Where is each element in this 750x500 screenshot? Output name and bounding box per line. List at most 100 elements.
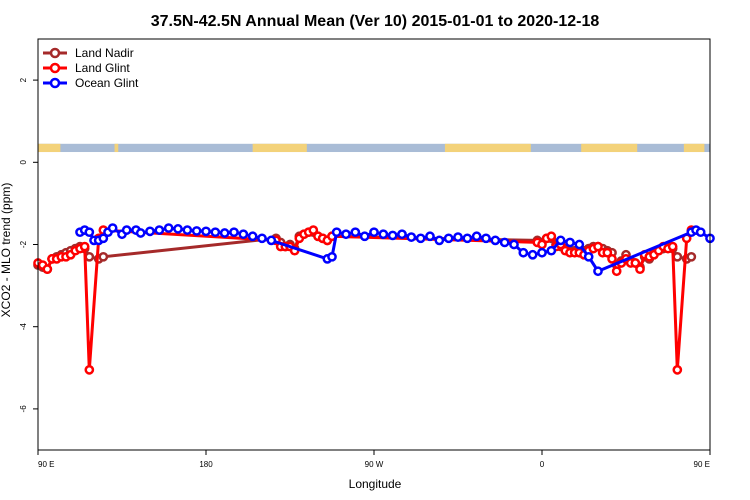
series-layer: [33, 223, 715, 375]
data-point: [574, 239, 585, 250]
data-point: [527, 249, 538, 260]
y-tick-label: 0: [19, 160, 28, 165]
data-point: [462, 233, 473, 244]
data-point: [546, 231, 557, 242]
data-point: [593, 241, 603, 252]
x-tick-label: 90 E: [694, 460, 710, 469]
data-point: [84, 227, 95, 238]
y-tick-label: -2: [19, 240, 28, 248]
data-point: [415, 233, 426, 244]
data-point: [42, 264, 53, 275]
data-point: [667, 241, 678, 252]
data-point: [341, 229, 351, 240]
data-point: [672, 251, 683, 262]
chart-title: 37.5N-42.5N Annual Mean (Ver 10) 2015-01…: [151, 13, 600, 30]
x-tick-label: 90 E: [38, 460, 54, 469]
y-tick-label: 2: [19, 77, 28, 82]
data-point: [331, 227, 342, 238]
data-point: [247, 231, 258, 242]
data-point: [518, 247, 529, 258]
data-point: [686, 251, 697, 262]
data-point: [611, 266, 622, 277]
data-point: [695, 227, 706, 238]
x-tick-label: 180: [199, 460, 213, 469]
data-point: [257, 233, 267, 244]
data-point: [327, 251, 337, 262]
data-point: [583, 251, 594, 262]
map-land: [114, 143, 119, 153]
data-point: [369, 227, 379, 238]
y-axis: 2 0 -2 -4 -6: [19, 77, 38, 412]
legend-label: Ocean Glint: [75, 76, 139, 90]
data-point: [350, 227, 361, 238]
data-point: [509, 239, 519, 250]
data-point: [481, 233, 491, 244]
data-point: [537, 247, 547, 258]
data-point: [266, 235, 277, 246]
data-point: [84, 365, 95, 375]
legend-marker: [49, 62, 61, 74]
map-ocean: [38, 143, 710, 153]
data-point: [98, 233, 109, 244]
data-point: [182, 225, 193, 235]
plot-frame: [37, 38, 711, 451]
data-point: [84, 251, 95, 262]
y-tick-label: -4: [19, 323, 28, 331]
map-land: [38, 143, 61, 153]
data-point: [425, 231, 435, 242]
data-point: [397, 229, 407, 240]
legend-label: Land Glint: [75, 61, 130, 75]
data-point: [308, 225, 319, 235]
x-axis: 90 E 180 90 W 0 90 E: [37, 450, 711, 469]
data-point: [565, 237, 575, 248]
data-point: [145, 226, 155, 237]
legend-marker: [49, 77, 61, 89]
data-point: [229, 227, 239, 238]
map-strip: [38, 143, 710, 153]
data-point: [434, 235, 445, 246]
data-point: [453, 232, 463, 242]
data-point: [607, 254, 617, 264]
data-point: [602, 247, 613, 258]
data-point: [555, 235, 566, 246]
map-land: [683, 143, 705, 153]
legend-item: Land Glint: [43, 61, 130, 75]
map-land: [252, 143, 307, 153]
y-axis-label: XCO2 - MLO trend (ppm): [0, 183, 13, 318]
legend-marker: [49, 47, 61, 59]
data-point: [635, 264, 645, 275]
data-point: [630, 258, 641, 268]
legend-item: Ocean Glint: [43, 76, 139, 90]
map-land: [581, 143, 638, 153]
x-axis-label: Longitude: [349, 477, 402, 491]
x-tick-label: 90 W: [365, 460, 384, 469]
data-point: [359, 231, 370, 242]
data-point: [173, 224, 183, 234]
data-point: [210, 227, 221, 238]
data-point: [121, 225, 132, 235]
data-point: [593, 266, 603, 277]
series-2: [75, 223, 715, 277]
data-point: [238, 229, 249, 240]
series-1: [33, 225, 697, 375]
data-point: [191, 226, 202, 236]
data-point: [135, 228, 146, 238]
data-point: [163, 223, 174, 233]
legend-label: Land Nadir: [75, 46, 134, 60]
map-land: [444, 143, 531, 153]
data-point: [219, 228, 230, 238]
data-point: [378, 229, 389, 240]
data-point: [107, 223, 118, 233]
data-point: [672, 365, 683, 375]
data-point: [154, 225, 165, 235]
data-point: [546, 245, 557, 256]
data-point: [387, 230, 398, 241]
legend-item: Land Nadir: [43, 46, 134, 60]
data-point: [490, 235, 501, 246]
x-tick-label: 0: [540, 460, 545, 469]
data-point: [98, 251, 109, 262]
data-point: [499, 237, 510, 248]
data-point: [443, 233, 454, 244]
